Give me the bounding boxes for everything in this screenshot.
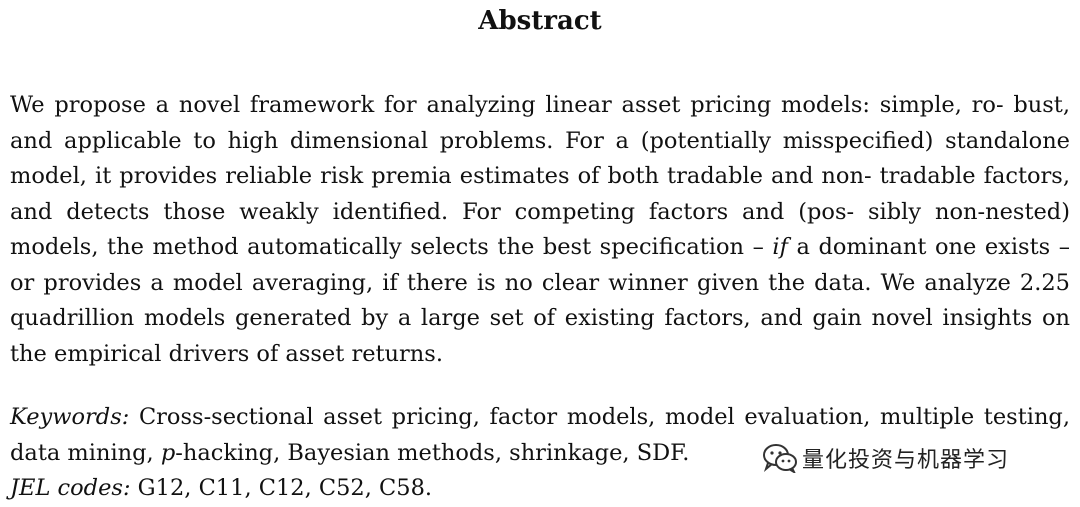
keywords-p-italic: p: [160, 439, 176, 466]
abstract-line-2: bust, and applicable to high dimensional…: [10, 92, 1070, 154]
abstract-line-5: sibly non-nested) models, the method aut…: [10, 198, 1070, 261]
keywords-part-1: Cross-sectional asset pricing, factor mo…: [10, 404, 1070, 466]
keywords-label: Keywords:: [10, 404, 130, 430]
abstract-line-7: given the data. We analyze 2.25 quadrill…: [10, 269, 1070, 332]
wechat-icon: [762, 443, 798, 475]
abstract-line-8: factors, and gain novel insights on the …: [10, 305, 1071, 367]
abstract-line-4: tradable factors, and detects those weak…: [10, 163, 1070, 225]
abstract-line-3: standalone model, it provides reliable r…: [10, 127, 1071, 190]
abstract-body: We propose a novel framework for analyzi…: [10, 88, 1070, 372]
abstract-title: Abstract: [478, 6, 602, 36]
jel-codes-list: G12, C11, C12, C52, C58.: [130, 475, 433, 501]
watermark-text: 量化投资与机器学习: [802, 448, 1010, 473]
jel-label: JEL codes:: [10, 475, 131, 501]
watermark: 量化投资与机器学习: [758, 441, 1014, 475]
keywords: Keywords: Cross-sectional asset pricing,…: [10, 400, 1070, 471]
abstract-if-italic: if: [772, 234, 788, 260]
jel-codes: JEL codes: G12, C11, C12, C52, C58.: [10, 471, 1070, 507]
abstract-line-6: a dominant one exists – or provides a mo…: [10, 234, 1070, 296]
keywords-part-2: -hacking, Bayesian methods, shrinkage, S…: [175, 439, 690, 466]
abstract-line-1: We propose a novel framework for analyzi…: [10, 92, 1004, 118]
